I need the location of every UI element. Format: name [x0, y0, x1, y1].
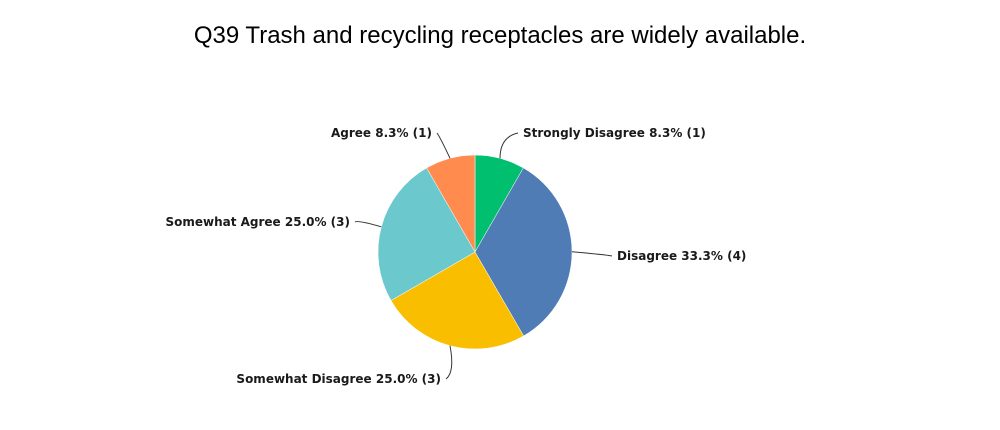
- pie-slice-somewhat-agree: [377, 167, 476, 301]
- leader-lines: [354, 132, 613, 380]
- pie-slice-disagree: [474, 167, 573, 337]
- slice-label-somewhat-agree: Somewhat Agree 25.0% (3): [165, 215, 350, 229]
- leader-line-disagree: [571, 251, 613, 257]
- pie-slices: [377, 154, 573, 350]
- pie-slice-agree: [426, 154, 476, 253]
- chart-title: Q39 Trash and recycling receptacles are …: [193, 22, 807, 49]
- leader-line-agree: [436, 132, 451, 159]
- slice-labels: Strongly Disagree 8.3% (1) Disagree 33.3%…: [165, 126, 746, 386]
- leader-line-somewhat-disagree: [445, 345, 453, 380]
- slice-label-strongly-disagree: Strongly Disagree 8.3% (1): [523, 126, 706, 140]
- slice-label-somewhat-disagree: Somewhat Disagree 25.0% (3): [236, 372, 441, 386]
- leader-line-strongly-disagree: [499, 132, 519, 159]
- slice-label-agree: Agree 8.3% (1): [331, 126, 432, 140]
- leader-line-somewhat-agree: [354, 221, 382, 228]
- pie-slice-somewhat-disagree: [390, 251, 524, 350]
- slice-label-disagree: Disagree 33.3% (4): [617, 249, 746, 263]
